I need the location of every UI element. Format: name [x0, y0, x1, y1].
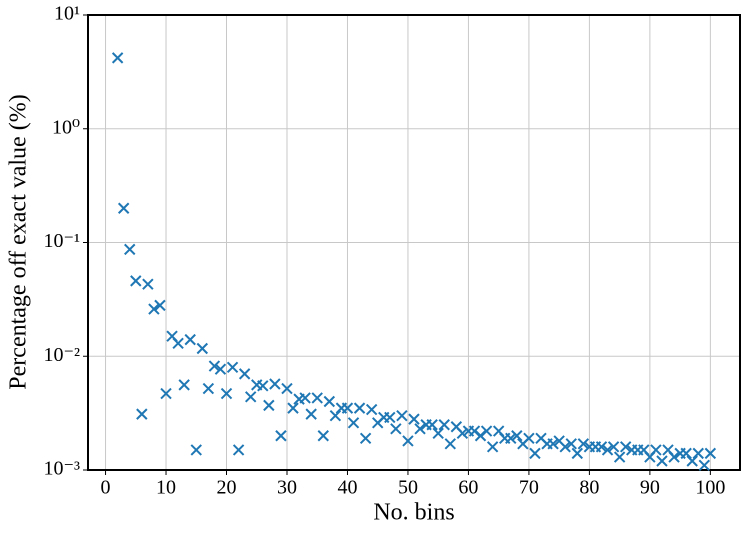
marker: [299, 392, 311, 404]
marker: [323, 395, 336, 408]
marker: [408, 413, 420, 425]
marker: [704, 447, 717, 460]
marker: [341, 402, 354, 414]
marker: [214, 363, 227, 375]
marker: [142, 278, 154, 290]
marker: [305, 408, 317, 420]
marker: [130, 275, 142, 287]
x-tick-label: 40: [337, 477, 357, 499]
marker: [680, 447, 692, 460]
x-axis-label: No. bins: [373, 500, 454, 526]
marker: [480, 425, 493, 437]
marker: [359, 432, 372, 444]
marker: [414, 423, 426, 435]
marker: [263, 399, 275, 412]
marker: [390, 423, 402, 435]
x-tick-label: 100: [695, 477, 725, 499]
y-tick-label: 10⁻¹: [43, 230, 80, 252]
marker: [402, 435, 414, 447]
marker: [269, 378, 281, 390]
plot-frame: [87, 14, 741, 471]
marker: [347, 417, 360, 429]
marker: [226, 361, 239, 373]
x-tick-label: 30: [277, 477, 297, 499]
marker: [698, 459, 711, 471]
marker: [275, 430, 287, 442]
marker: [208, 360, 221, 372]
marker: [220, 387, 233, 400]
marker: [577, 438, 590, 450]
marker: [523, 432, 535, 444]
marker: [384, 411, 396, 424]
marker: [244, 391, 257, 403]
x-tick-label: 0: [101, 477, 111, 499]
x-tick-label: 70: [519, 477, 539, 499]
marker: [124, 243, 136, 256]
marker: [232, 444, 245, 456]
marker: [172, 337, 184, 349]
marker: [595, 441, 608, 453]
marker: [329, 410, 342, 422]
marker: [311, 392, 323, 404]
marker: [613, 451, 626, 463]
x-tick-label: 60: [458, 477, 478, 499]
marker: [511, 430, 523, 442]
marker: [438, 419, 450, 431]
marker: [686, 455, 698, 467]
marker: [650, 444, 662, 456]
marker: [178, 379, 190, 391]
marker: [196, 342, 209, 355]
marker: [111, 52, 124, 64]
marker: [117, 202, 130, 214]
marker: [353, 402, 366, 414]
marker: [190, 444, 202, 456]
marker: [426, 419, 438, 431]
marker: [559, 441, 571, 453]
marker: [547, 438, 559, 450]
marker: [396, 410, 408, 422]
marker: [257, 380, 269, 392]
marker: [619, 441, 632, 453]
marker: [607, 441, 620, 453]
marker: [202, 382, 215, 395]
marker: [317, 430, 329, 442]
marker: [529, 447, 541, 460]
x-tick-label: 20: [217, 477, 237, 499]
marker: [154, 299, 166, 312]
marker: [505, 432, 517, 444]
marker: [601, 444, 614, 456]
marker: [656, 455, 668, 467]
x-tick-label: 80: [579, 477, 599, 499]
marker: [238, 368, 251, 380]
marker: [571, 447, 584, 460]
y-axis-label: Percentage off exact value (%): [6, 94, 32, 389]
marker: [692, 447, 704, 460]
marker: [136, 408, 148, 420]
y-tick-label: 10⁰: [52, 116, 80, 138]
marker: [148, 303, 160, 315]
marker: [281, 382, 293, 395]
y-tick-label: 10⁻³: [43, 458, 80, 480]
marker: [668, 451, 680, 463]
marker: [287, 402, 299, 414]
y-tick-label: 10¹: [54, 3, 80, 25]
marker: [456, 427, 469, 440]
y-tick-label: 10⁻²: [43, 344, 80, 366]
marker: [160, 387, 172, 400]
marker: [444, 438, 456, 450]
marker: [565, 438, 577, 450]
x-tick-label: 50: [398, 477, 418, 499]
marker: [432, 427, 444, 440]
marker: [184, 333, 196, 346]
marker: [486, 441, 499, 453]
x-tick-label: 90: [640, 477, 660, 499]
x-tick-label: 10: [156, 477, 176, 499]
marker: [365, 403, 378, 416]
